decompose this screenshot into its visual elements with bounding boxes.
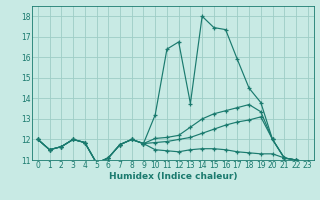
X-axis label: Humidex (Indice chaleur): Humidex (Indice chaleur)	[108, 172, 237, 181]
